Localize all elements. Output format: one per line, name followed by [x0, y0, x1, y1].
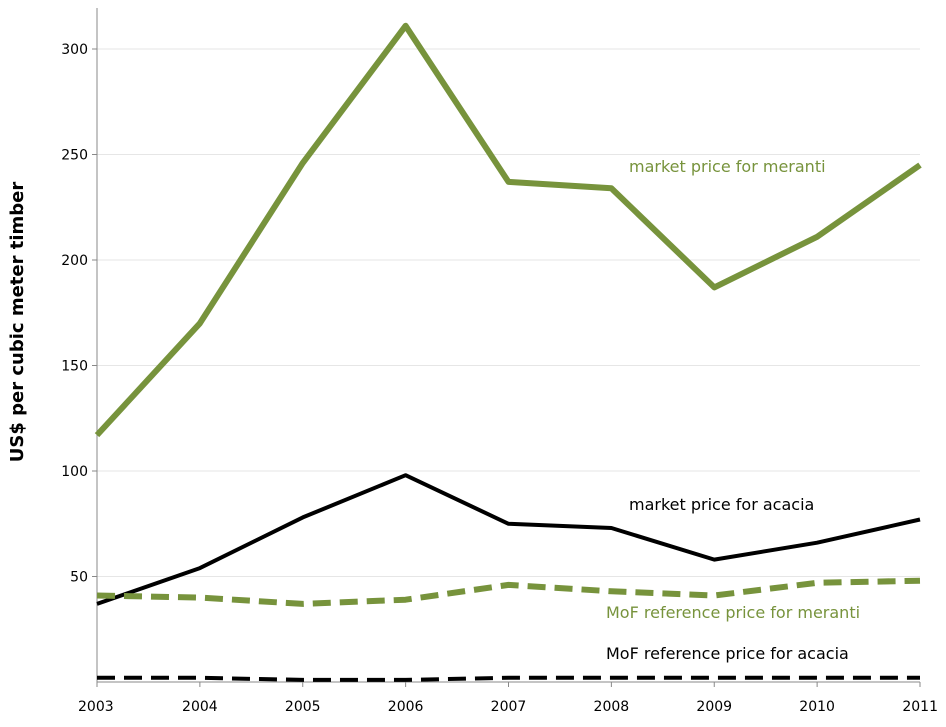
x-tick-label: 2005	[285, 699, 321, 715]
acacia-mof-line	[97, 675, 920, 682]
x-tick-label: 2007	[491, 699, 527, 715]
series-label-meranti-mof: MoF reference price for meranti	[606, 603, 860, 622]
y-axis-title: US$ per cubic meter timber	[7, 182, 28, 463]
series-label-meranti-market: market price for meranti	[629, 157, 826, 176]
x-tick-label: 2003	[78, 699, 114, 715]
y-tick-label: 50	[70, 570, 88, 586]
y-tick-label: 300	[61, 42, 88, 58]
x-tick-label: 2009	[696, 699, 732, 715]
y-tick-label: 100	[61, 464, 88, 480]
axes	[96, 8, 920, 683]
x-tick-labels: 2003 2004 2005 2006 2007 2008 2009 2010 2011	[78, 682, 938, 715]
x-tick-label: 2011	[902, 699, 938, 715]
series-label-acacia-market: market price for acacia	[629, 495, 814, 514]
y-tick-label: 250	[61, 148, 88, 164]
y-tick-label: 200	[61, 253, 88, 269]
x-tick-label: 2010	[799, 699, 835, 715]
meranti-mof-line	[96, 577, 921, 607]
x-tick-label: 2004	[182, 699, 218, 715]
series-label-acacia-mof: MoF reference price for acacia	[606, 644, 849, 663]
acacia-market-line	[96, 473, 921, 606]
y-tick-label: 150	[61, 359, 88, 375]
x-tick-label: 2006	[388, 699, 424, 715]
gridlines	[92, 48, 920, 577]
y-tick-labels: 50 100 150 200 250 300	[61, 42, 88, 586]
x-tick-label: 2008	[594, 699, 630, 715]
series-lines	[94, 22, 922, 682]
meranti-market-line	[94, 22, 922, 438]
